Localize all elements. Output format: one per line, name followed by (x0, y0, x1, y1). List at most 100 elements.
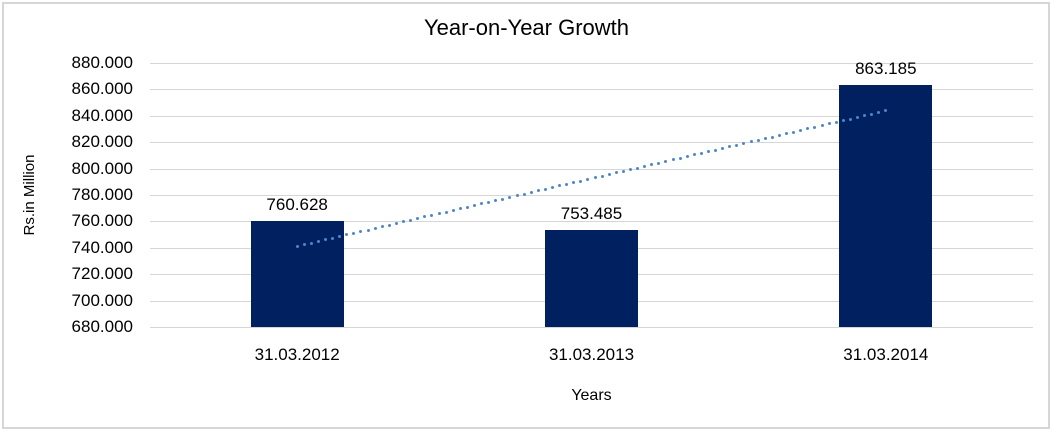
chart-title: Year-on-Year Growth (423, 15, 630, 40)
y-axis-tick-label: 800.000 (71, 158, 133, 178)
trendline-dot (302, 243, 306, 247)
trendline-dot (487, 200, 491, 204)
y-axis-tick-label: 680.000 (71, 317, 133, 336)
trendline-dot (799, 128, 803, 132)
trendline-dot (728, 145, 732, 149)
y-axis-tick-label: 880.000 (71, 53, 133, 72)
y-axis-tick-label: 700.000 (71, 290, 133, 310)
trendline-dot (359, 230, 363, 234)
trendline-dot (607, 173, 611, 177)
trendline-dot (785, 132, 789, 136)
trendline-dot (331, 236, 335, 240)
trendline-dot (451, 208, 455, 212)
x-axis-category-label: 31.03.2013 (548, 345, 635, 364)
trendline-dot (409, 218, 413, 222)
trendline-dot (792, 130, 796, 134)
trendline-dot (458, 207, 462, 211)
gridline (150, 115, 1033, 117)
trendline-dot (643, 164, 647, 168)
y-axis-tick-label: 860.000 (71, 79, 133, 99)
trendline-dot (614, 171, 618, 175)
trendline-dot (565, 182, 569, 186)
bar (545, 229, 638, 327)
trendline-dot (806, 127, 810, 131)
trendline-dot (586, 177, 590, 181)
trendline-dot (316, 239, 320, 243)
trendline-dot (387, 223, 391, 227)
y-axis-tick-label: 740.000 (71, 237, 133, 257)
bar (250, 220, 344, 327)
trendline-dot (714, 148, 718, 152)
trendline-dot (636, 166, 640, 170)
y-axis-tick-label: 780.000 (71, 185, 133, 204)
trendline-dot (494, 199, 498, 203)
trendline-dot (742, 142, 746, 146)
trendline-dot (465, 205, 469, 209)
x-axis-title: Years (571, 387, 612, 404)
trendline-dot (848, 117, 852, 121)
trendline-dot (678, 156, 682, 160)
gridline (150, 168, 1033, 170)
trendline-dot (579, 179, 583, 183)
trendline-dot (529, 191, 533, 194)
trendline-dot (749, 140, 753, 144)
trendline-dot (394, 222, 398, 225)
trendline-dot (621, 169, 625, 173)
gridline (150, 89, 1033, 91)
trendline-dot (536, 189, 540, 193)
trendline-dot (685, 155, 689, 159)
gridline (150, 63, 1033, 64)
trendline-dot (543, 187, 547, 191)
trendline-dot (402, 220, 406, 224)
trendline-dot (884, 109, 888, 113)
trendline-dot (515, 194, 519, 198)
y-axis-tick-label: 720.000 (71, 264, 133, 284)
bar (839, 85, 933, 327)
gridline (150, 195, 1033, 196)
trendline-dot (380, 225, 384, 229)
trendline-dot (366, 228, 370, 232)
trendline-dot (558, 184, 562, 188)
trendline-dot (650, 163, 654, 167)
trendline-dot (309, 241, 313, 245)
trendline-dot (295, 244, 299, 248)
bar-data-label: 863.185 (855, 59, 917, 79)
trendline-dot (345, 233, 349, 237)
y-axis-tick-label: 840.000 (71, 105, 133, 125)
gridline (150, 142, 1033, 144)
gridline (150, 327, 1033, 328)
x-axis-category-label: 31.03.2014 (843, 345, 929, 364)
trendline-dot (707, 150, 711, 154)
trendline-dot (827, 122, 831, 126)
trendline-dot (501, 197, 505, 201)
trendline-dot (671, 158, 675, 162)
trendline-dot (877, 111, 881, 115)
trendline-dot (763, 137, 767, 141)
trendline-dot (472, 204, 476, 208)
x-axis-category-label: 31.03.2012 (254, 345, 340, 364)
trendline-dot (855, 115, 859, 119)
bar-data-label: 760.628 (266, 194, 328, 214)
trendline-dot (735, 143, 739, 147)
trendline-dot (338, 235, 342, 239)
trendline-dot (352, 231, 356, 235)
trendline-dot (508, 195, 512, 199)
trendline-dot (324, 238, 328, 242)
trendline-dot (657, 161, 661, 165)
trendline-dot (820, 124, 824, 128)
y-axis-tick-label: 820.000 (71, 132, 133, 152)
trendline-dot (813, 125, 817, 129)
trendline-dot (600, 174, 604, 178)
trendline-dot (522, 192, 526, 196)
trendline-dot (841, 119, 845, 123)
trendline-dot (863, 114, 867, 118)
trendline-dot (777, 133, 781, 137)
trendline-dot (699, 151, 703, 155)
gridline (150, 221, 1033, 223)
trendline-dot (444, 210, 448, 214)
trendline-dot (593, 176, 597, 180)
trendline-dot (629, 168, 632, 172)
trendline-dot (373, 226, 377, 230)
trendline-dot (430, 213, 434, 217)
